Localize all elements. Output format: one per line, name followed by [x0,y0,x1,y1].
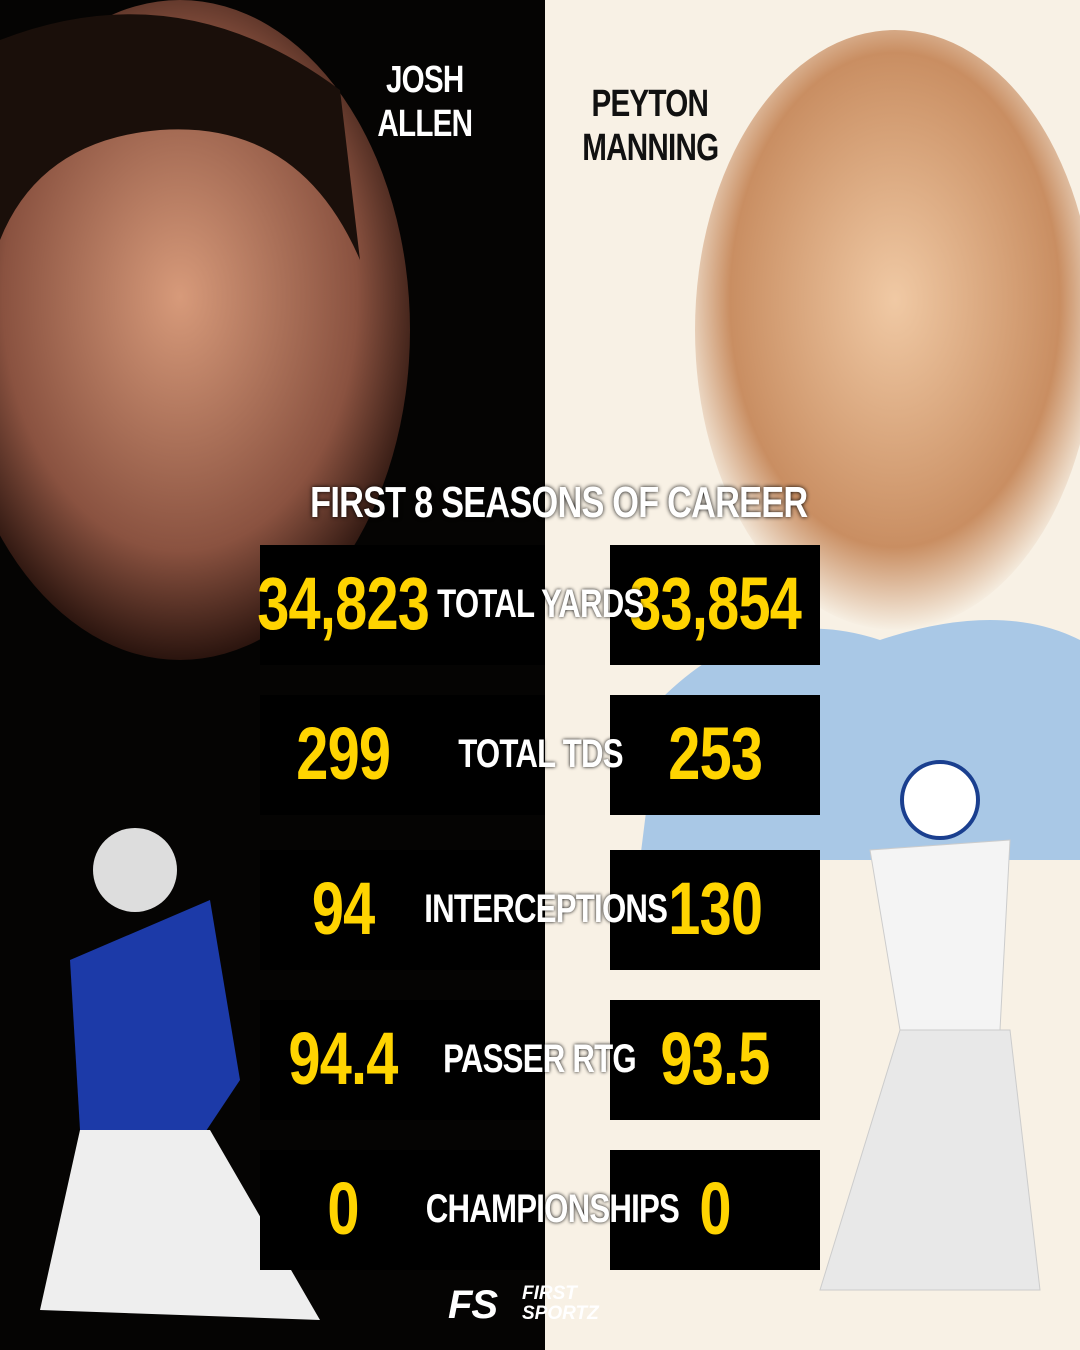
left-helmet [93,828,177,912]
left-box [260,1000,545,1120]
left-box [260,1150,545,1270]
right-value: 0 [605,1166,825,1251]
brand-mark: FS [448,1283,498,1327]
stat-label: TOTAL TDS [390,732,690,777]
left-value: 94.4 [233,1016,453,1101]
right-box [610,545,820,665]
right-box [610,850,820,970]
right-box [610,1000,820,1120]
right-value: 93.5 [605,1016,825,1101]
right-value-text: 33,854 [629,562,802,645]
left-value: 94 [233,866,453,951]
right-figure-legs [819,1029,1041,1291]
right-helmet [900,760,980,840]
left-value-text: 0 [327,1167,359,1250]
right-value: 33,854 [605,561,825,646]
right-value-text: 0 [699,1167,731,1250]
right-value: 130 [605,866,825,951]
player-name: PEYTON MANNING [520,82,780,170]
left-value-text: 94 [311,867,375,950]
right-value-text: 253 [668,712,763,795]
title: FIRST 8 SEASONS OF CAREER [240,478,840,528]
player-name: JOSH ALLEN [295,58,555,146]
left-value: 0 [233,1166,453,1251]
brand-line2: SPORTZ [522,1303,599,1324]
title-text: FIRST 8 SEASONS OF CAREER [310,478,808,527]
right-value-text: 93.5 [660,1017,770,1100]
right-value: 253 [605,711,825,796]
left-value-text: 34,823 [257,562,430,645]
stat-label-text: INTERCEPTIONS [424,887,668,931]
left-value-text: 94.4 [288,1017,398,1100]
left-box [260,695,545,815]
left-box [260,545,545,665]
left-value: 34,823 [233,561,453,646]
stat-label-text: CHAMPIONSHIPS [425,1187,680,1231]
left-figure [70,900,240,1140]
stat-label-text: TOTAL TDS [457,732,623,776]
left-box [260,850,545,970]
first-name: JOSH [386,59,464,101]
brand: FS FIRST SPORTZ [448,1283,648,1333]
right-value-text: 130 [668,867,763,950]
left-figure-legs [40,1130,320,1320]
stat-label: CHAMPIONSHIPS [390,1187,690,1232]
stat-label-text: TOTAL YARDS [436,582,644,626]
left-value-text: 299 [296,712,391,795]
stat-label: INTERCEPTIONS [390,887,690,932]
first-name: PEYTON [591,83,709,125]
stat-label: PASSER RTG [390,1037,690,1082]
right-box [610,695,820,815]
left-hair [0,14,360,261]
right-portrait [695,30,1080,630]
left-value: 299 [233,711,453,796]
stat-label-text: PASSER RTG [443,1037,638,1081]
stat-label: TOTAL YARDS [390,582,690,627]
brand-line1: FIRST [522,1283,577,1304]
last-name: ALLEN [377,103,474,145]
last-name: MANNING [581,127,719,169]
right-box [610,1150,820,1270]
